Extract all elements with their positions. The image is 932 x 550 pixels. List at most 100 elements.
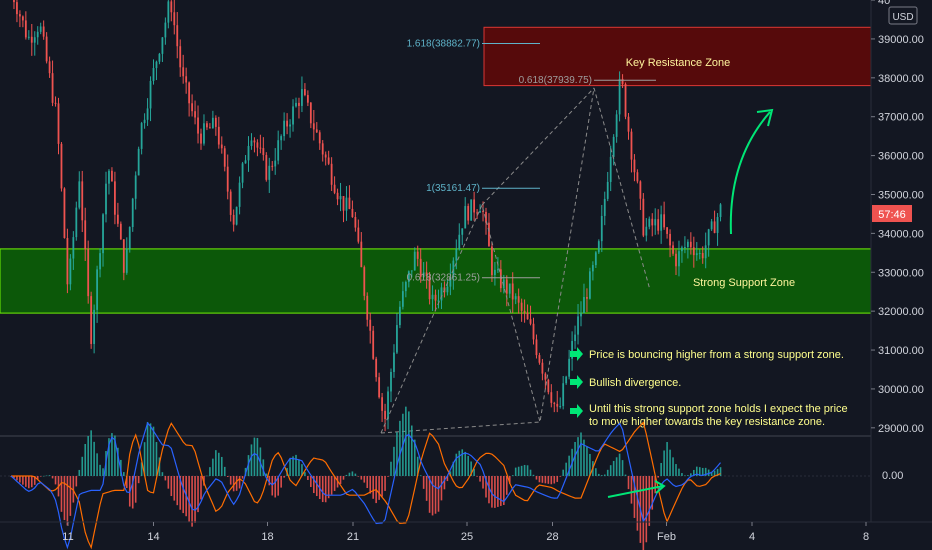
candle-body [719,204,722,218]
macd-histogram-bar [39,476,42,477]
candle-body [78,181,81,208]
candle-body [669,233,671,246]
macd-histogram-bar [283,476,285,478]
macd-histogram-bar [443,476,446,490]
macd-histogram-bar [630,476,633,504]
macd-histogram-bar [339,476,342,484]
macd-histogram-bar [188,476,190,522]
macd-histogram-bar [191,476,193,527]
macd-histogram-bar [307,476,309,480]
price-tick-label: 34000.00 [878,228,924,240]
candle-body [600,215,603,242]
candle-body [247,145,250,161]
price-tick-label: 35000.00 [878,189,924,201]
candle-body [194,111,196,118]
macd-histogram-bar [176,476,179,506]
fib-label: 1(35161.47) [426,183,480,194]
candle-body [559,406,562,408]
candle-body [16,2,18,15]
macd-histogram-bar [488,476,490,504]
candle-body [96,269,98,310]
candle-body [146,108,149,120]
macd-histogram-bar [672,457,674,476]
macd-histogram-bar [624,474,627,476]
macd-histogram-bar [250,444,253,476]
macd-histogram-bar [333,476,336,491]
macd-histogram-bar [30,476,33,488]
macd-axis-tick: 0.00 [882,470,903,482]
candle-body [657,219,660,231]
candle-body [226,166,229,192]
macd-histogram-bar [529,469,532,476]
macd-histogram-bar [357,476,360,477]
candle-body [209,127,211,129]
macd-histogram-bar [140,462,143,476]
candle-body [152,68,155,81]
price-tick-label: 30000.00 [878,384,924,396]
macd-histogram-bar [315,476,318,497]
macd-histogram-bar [538,476,541,483]
macd-histogram-bar [137,476,140,484]
macd-histogram-bar [541,476,544,483]
price-axis[interactable]: 29000.00 30000.00 31000.00 32000.00 33000.00… [871,0,924,435]
macd-histogram-bar [197,476,199,513]
candle-body [90,296,93,344]
candle-body [140,123,143,149]
candle-body [568,358,571,377]
currency-badge[interactable] [888,6,918,25]
candle-body [458,234,461,250]
time-axis[interactable]: 11 14 18 21 25 28 Feb 4 8 [62,522,869,543]
macd-histogram-bar [473,468,475,476]
macd-histogram-bar [16,476,18,481]
currency-label: USD [892,12,913,23]
candle-body [547,379,550,393]
candle-body [211,117,214,129]
macd-histogram-bar [78,469,81,476]
price-tick-label: 36000.00 [878,151,924,163]
macd-histogram-bar [500,476,502,506]
macd-histogram-bar [220,456,223,476]
macd-histogram-bar [384,476,386,491]
candle-body [259,147,262,149]
candle-body [354,217,357,228]
macd-histogram-bar [123,472,125,476]
candle-body [378,377,381,398]
price-tick-label: 31000.00 [878,345,924,357]
candle-body [684,247,686,249]
candle-body [363,267,366,296]
candle-body [467,206,470,221]
macd-histogram-bar [562,469,564,476]
candlestick-series [13,0,722,432]
candle-body [241,163,244,183]
candle-body [594,252,597,266]
candle-body [111,170,113,182]
candle-body [155,61,158,69]
candle-body [72,237,75,259]
candle-body [131,198,134,228]
candle-body [277,140,280,161]
candle-body [672,245,674,254]
macd-histogram-bar [550,476,553,485]
candle-body [19,14,21,17]
candle-body [428,276,431,300]
candle-body [220,144,223,149]
macd-histogram-bar [226,476,229,477]
candle-body [396,325,398,353]
macd-histogram-bar [209,467,211,476]
time-tick-label: 8 [863,531,869,543]
macd-histogram-bar [96,453,98,476]
macd-histogram-bar [684,475,686,477]
candle-body [431,294,434,300]
macd-histogram-bar [431,476,434,516]
macd-histogram-bar [618,453,621,476]
candle-body [274,160,277,167]
macd-histogram-bar [223,466,226,476]
macd-line [10,421,721,550]
key-resistance-zone[interactable] [483,26,872,87]
candle-body [286,120,288,127]
macd-histogram-bar [28,476,30,489]
candle-body [309,102,312,124]
macd-histogram-bar [342,476,345,480]
macd-histogram-bar [313,476,315,494]
